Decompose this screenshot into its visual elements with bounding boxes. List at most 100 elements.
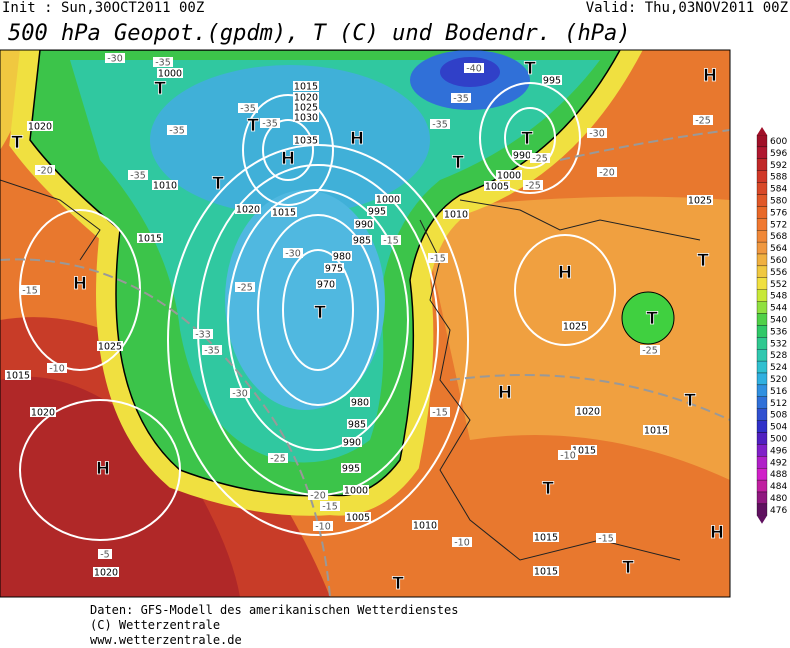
high-marker: H <box>281 149 295 169</box>
label-box <box>268 453 288 463</box>
legend-swatch <box>756 420 768 433</box>
legend-swatch <box>756 313 768 326</box>
legend-label: 552 <box>770 280 787 290</box>
map: TTTTTTTTTTTTTTHHHHHHHH100010151020102510… <box>0 49 731 598</box>
temperature-label: -20 <box>599 168 615 179</box>
legend-label: 560 <box>770 256 787 266</box>
label-box <box>313 521 333 531</box>
isobar-label: 1015 <box>272 208 296 219</box>
isobar-label: 1000 <box>158 69 182 80</box>
low-marker: T <box>212 174 224 194</box>
label-box <box>324 263 344 273</box>
label-box <box>693 115 713 125</box>
legend-label: 508 <box>770 411 787 421</box>
legend-label: 480 <box>770 494 787 504</box>
legend-swatch <box>756 194 768 207</box>
label-box <box>235 204 261 214</box>
legend-cap <box>757 515 767 524</box>
label-box <box>235 282 255 292</box>
label-box <box>27 121 53 131</box>
map-frame <box>0 49 731 598</box>
label-box <box>596 533 616 543</box>
label-box <box>375 194 401 204</box>
label-box <box>152 180 178 190</box>
low-marker: T <box>684 391 696 411</box>
isobar-label: 975 <box>325 264 343 275</box>
legend-swatch <box>756 230 768 243</box>
legend-swatch <box>756 289 768 302</box>
label-box <box>293 112 319 122</box>
legend-label: 504 <box>770 423 787 433</box>
high-marker: H <box>73 274 87 294</box>
label-box <box>687 195 713 205</box>
isobar-label: 990 <box>343 438 361 449</box>
label-box <box>320 501 340 511</box>
legend-cap <box>757 127 767 135</box>
label-box <box>260 118 280 128</box>
low-marker: T <box>314 303 326 323</box>
label-box <box>93 567 119 577</box>
temperature-label: -10 <box>454 538 470 549</box>
legend-swatch <box>756 253 768 267</box>
footer-line: www.wetterzentrale.de <box>90 633 242 647</box>
temperature-label: -10 <box>560 451 576 462</box>
legend-swatch <box>756 503 768 516</box>
init-time: Init : Sun,30OCT2011 00Z <box>2 0 204 16</box>
low-marker: T <box>452 153 464 173</box>
label-box <box>428 253 448 263</box>
temperature-label: -35 <box>169 126 185 137</box>
label-box <box>354 219 374 229</box>
legend-label: 484 <box>770 482 787 492</box>
label-box <box>238 103 258 113</box>
label-box <box>343 485 369 495</box>
legend-label: 576 <box>770 208 787 218</box>
isobar-label: 1025 <box>294 103 318 114</box>
label-box <box>47 363 67 373</box>
cold-cutoff <box>621 291 675 345</box>
legend-swatch <box>756 408 768 421</box>
isobar-label: 1015 <box>294 82 318 93</box>
isobar-label: 1010 <box>413 521 437 532</box>
label-box <box>542 75 562 85</box>
label-box <box>464 63 484 73</box>
low-marker: T <box>646 309 658 329</box>
legend-label: 500 <box>770 434 787 444</box>
isobar-label: 1005 <box>346 513 370 524</box>
isobar-label: 980 <box>351 398 369 409</box>
legend-label: 528 <box>770 351 787 361</box>
label-box <box>597 167 617 177</box>
isobar-label: 1025 <box>563 322 587 333</box>
low-marker: T <box>542 479 554 499</box>
footer-line: (C) Wetterzentrale <box>90 618 220 632</box>
temperature-label: -10 <box>49 364 65 375</box>
high-marker: H <box>498 383 512 403</box>
isobar-label: 990 <box>513 151 531 162</box>
temperature-label: -30 <box>589 129 605 140</box>
legend-label: 596 <box>770 149 787 159</box>
low-marker: T <box>154 79 166 99</box>
legend-swatch <box>756 265 768 278</box>
temperature-label: -15 <box>383 236 399 247</box>
high-marker: H <box>703 66 717 86</box>
label-box <box>193 329 213 339</box>
isobar-label: 995 <box>368 207 386 218</box>
temperature-label: -15 <box>598 534 614 545</box>
legend-label: 520 <box>770 375 787 385</box>
temperature-label: -20 <box>37 166 53 177</box>
legend-swatch <box>756 170 768 183</box>
label-box <box>316 279 336 289</box>
high-marker: H <box>350 129 364 149</box>
high-marker: H <box>710 523 724 543</box>
footer-line: Daten: GFS-Modell des amerikanischen Wet… <box>90 603 458 617</box>
label-box <box>352 235 372 245</box>
label-box <box>167 125 187 135</box>
label-box <box>345 512 371 522</box>
isobar-label: 1020 <box>94 568 118 579</box>
warm-area <box>420 196 730 480</box>
label-box <box>430 407 450 417</box>
label-box <box>137 233 163 243</box>
label-box <box>523 180 543 190</box>
temperature-label: -25 <box>237 283 253 294</box>
label-box <box>35 165 55 175</box>
legend-label: 592 <box>770 161 787 171</box>
